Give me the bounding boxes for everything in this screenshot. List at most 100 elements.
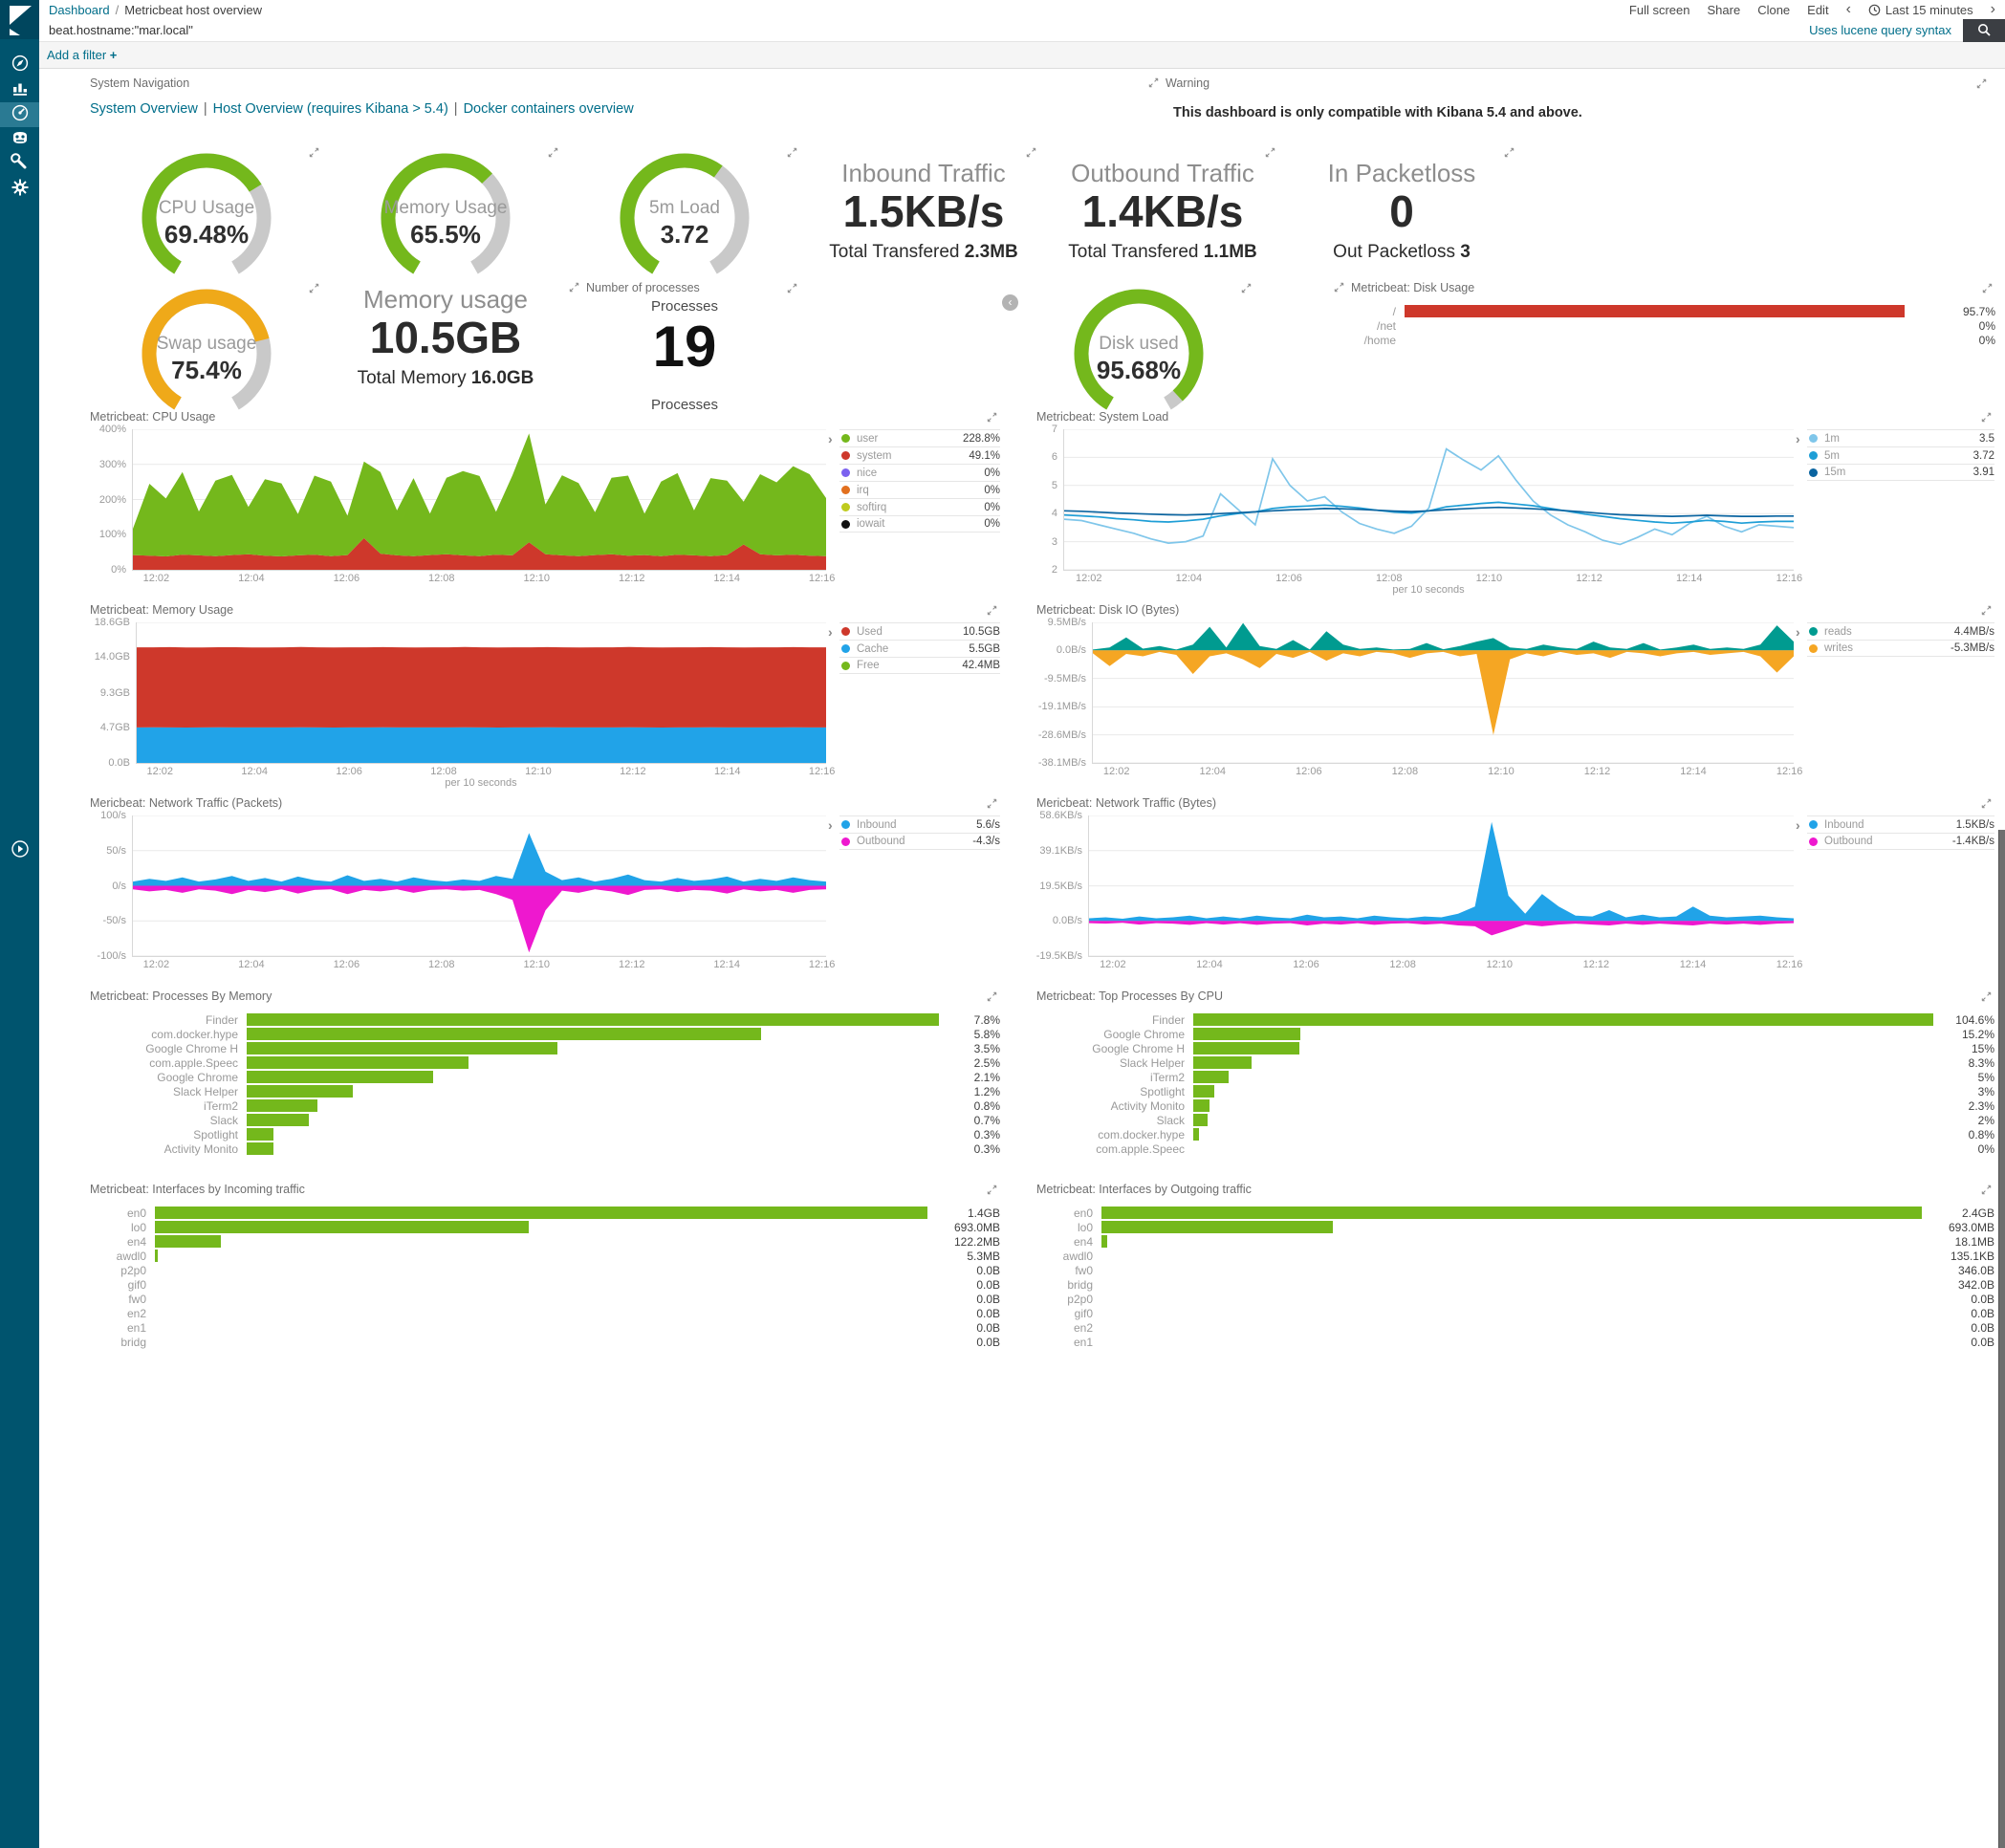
legend-collapse-icon[interactable]: › (1796, 431, 1800, 446)
expand-panel-icon[interactable] (987, 605, 998, 617)
expand-panel-icon[interactable] (987, 1185, 998, 1196)
legend-item[interactable]: Outbound -4.3/s (839, 833, 1000, 850)
expand-panel-icon[interactable] (987, 991, 998, 1003)
chart-legend: › user 228.8% system 49.1% nice 0% irq 0% softirq… (828, 429, 1000, 533)
legend-collapse-icon[interactable]: › (1796, 817, 1800, 833)
panel-title: Warning (1166, 76, 1210, 90)
legend-item[interactable]: Used 10.5GB (839, 622, 1000, 640)
expand-panel-icon[interactable] (1334, 282, 1345, 294)
collapse-nav-icon[interactable] (0, 839, 39, 859)
expand-panel-icon[interactable] (1976, 78, 1988, 90)
chart-plot-area[interactable] (132, 429, 826, 571)
expand-panel-icon[interactable] (309, 147, 320, 159)
expand-panel-icon[interactable] (1504, 147, 1515, 159)
expand-panel-icon[interactable] (1982, 283, 1994, 294)
chevron-left-circle-icon[interactable]: ‹ (1002, 294, 1018, 311)
chart-plot-area[interactable] (1088, 815, 1794, 957)
bar-value: 0.0B (976, 1306, 1000, 1320)
chart-plot-area[interactable] (1092, 622, 1794, 764)
legend-item[interactable]: 15m 3.91 (1807, 464, 1994, 481)
expand-panel-icon[interactable] (1981, 991, 1993, 1003)
bar-fill (1101, 1235, 1108, 1248)
query-input[interactable] (49, 23, 1810, 37)
expand-panel-icon[interactable] (1981, 1185, 1993, 1196)
sidebar-item-visualize[interactable] (0, 77, 39, 102)
add-filter-button[interactable]: Add a filter + (47, 48, 118, 62)
legend-item[interactable]: user 228.8% (839, 429, 1000, 446)
sidebar-item-dashboard[interactable] (0, 102, 39, 127)
vertical-scrollbar[interactable] (1998, 830, 2005, 1848)
breadcrumb-dashboard-link[interactable]: Dashboard (49, 2, 110, 17)
edit-button[interactable]: Edit (1807, 2, 1829, 17)
legend-label: Cache (857, 642, 889, 655)
bar-track (247, 1114, 939, 1126)
expand-panel-icon[interactable] (1241, 283, 1253, 294)
expand-panel-icon[interactable] (1981, 798, 1993, 810)
expand-panel-icon[interactable] (787, 283, 798, 294)
y-tick-label: 0.0B/s (1052, 915, 1082, 927)
expand-panel-icon[interactable] (1981, 605, 1993, 617)
expand-panel-icon[interactable] (787, 147, 798, 159)
kibana-logo[interactable] (0, 0, 39, 39)
expand-panel-icon[interactable] (987, 798, 998, 810)
legend-item[interactable]: Outbound -1.4KB/s (1807, 833, 1994, 850)
system-navigation-link[interactable]: System Overview (90, 101, 198, 117)
bar-label: fw0 (128, 1292, 146, 1306)
legend-item[interactable]: Inbound 5.6/s (839, 815, 1000, 833)
expand-panel-icon[interactable] (987, 412, 998, 424)
legend-item[interactable]: irq 0% (839, 481, 1000, 498)
legend-item[interactable]: reads 4.4MB/s (1807, 622, 1994, 640)
chart-plot-area[interactable] (136, 622, 826, 764)
memory-usage-metric-panel: Memory usage 10.5GB Total Memory 16.0GB (326, 279, 565, 406)
time-forward-icon[interactable]: › (1990, 1, 1995, 17)
expand-panel-icon[interactable] (1026, 147, 1037, 159)
full-screen-button[interactable]: Full screen (1628, 2, 1690, 17)
legend-item[interactable]: Inbound 1.5KB/s (1807, 815, 1994, 833)
legend-value: 5.6/s (976, 818, 1000, 831)
chart-plot-area[interactable] (1063, 429, 1794, 571)
expand-panel-icon[interactable] (548, 147, 559, 159)
legend-item[interactable]: softirq 0% (839, 498, 1000, 515)
legend-item[interactable]: iowait 0% (839, 515, 1000, 533)
expand-panel-icon[interactable] (569, 282, 580, 294)
bar-value: 0.3% (973, 1141, 1000, 1156)
expand-panel-icon[interactable] (1148, 77, 1160, 89)
sidebar-item-management[interactable] (0, 177, 39, 202)
sidebar-item-dev-tools[interactable] (0, 152, 39, 177)
lucene-syntax-link[interactable]: Uses lucene query syntax (1809, 23, 1951, 37)
legend-item[interactable]: 1m 3.5 (1807, 429, 1994, 446)
legend-collapse-icon[interactable]: › (828, 817, 833, 833)
legend-collapse-icon[interactable]: › (1796, 624, 1800, 640)
legend-item[interactable]: system 49.1% (839, 446, 1000, 464)
bar-track (1101, 1307, 1922, 1319)
legend-collapse-icon[interactable]: › (828, 431, 833, 446)
clone-button[interactable]: Clone (1757, 2, 1791, 17)
bar-fill (155, 1250, 158, 1262)
expand-panel-icon[interactable] (309, 283, 320, 294)
legend-item[interactable]: 5m 3.72 (1807, 446, 1994, 464)
x-tick-label: 12:08 (1391, 766, 1419, 777)
search-button[interactable] (1963, 18, 2005, 42)
bar-fill (1193, 1028, 1301, 1040)
system-navigation-link[interactable]: Host Overview (requires Kibana > 5.4) (212, 101, 448, 117)
expand-panel-icon[interactable] (1981, 412, 1993, 424)
legend-item[interactable]: Cache 5.5GB (839, 640, 1000, 657)
bar-track (1101, 1293, 1922, 1305)
share-button[interactable]: Share (1707, 2, 1741, 17)
legend-collapse-icon[interactable]: › (828, 624, 833, 640)
sidebar-item-discover[interactable] (0, 53, 39, 77)
panel-header: Metricbeat: CPU Usage (86, 408, 1004, 425)
legend-item[interactable]: Free 42.4MB (839, 657, 1000, 674)
bar-value: 3% (1977, 1084, 1994, 1098)
sidebar-item-timelion[interactable] (0, 127, 39, 152)
chart-plot-area[interactable] (132, 815, 826, 957)
time-picker[interactable]: Last 15 minutes (1868, 3, 1973, 17)
time-back-icon[interactable]: ‹ (1845, 1, 1851, 17)
legend-item[interactable]: nice 0% (839, 464, 1000, 481)
x-tick-label: 12:10 (523, 573, 551, 584)
x-tick-label: 12:14 (1680, 766, 1707, 777)
legend-item[interactable]: writes -5.3MB/s (1807, 640, 1994, 657)
interfaces-incoming-panel: Metricbeat: Interfaces by Incoming traff… (86, 1181, 1004, 1410)
expand-panel-icon[interactable] (1265, 147, 1276, 159)
system-navigation-link[interactable]: Docker containers overview (463, 101, 634, 117)
